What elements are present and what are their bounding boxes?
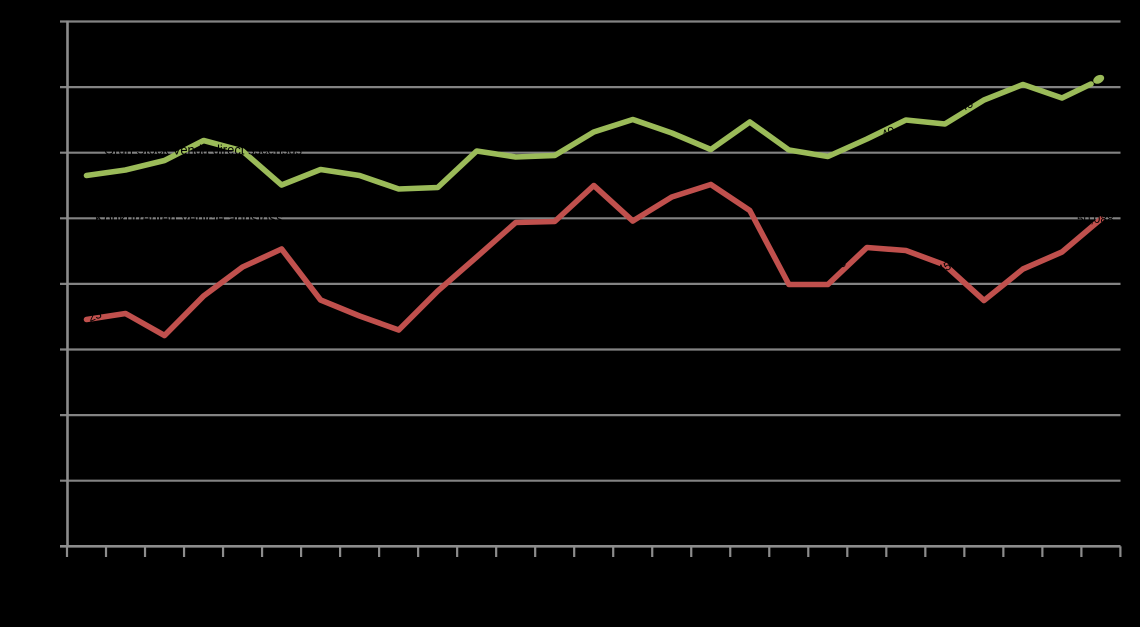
svg-text:40: 40 bbox=[957, 96, 975, 114]
svg-text:40: 40 bbox=[879, 123, 897, 141]
svg-text:Grun Stock Venda direct sscens: Grun Stock Venda direct sscensus bbox=[104, 142, 302, 158]
svg-text:45: 45 bbox=[935, 258, 953, 276]
svg-text:40: 40 bbox=[830, 255, 848, 273]
svg-text:Konkurrenten Vehlcle annstoss: Konkurrenten Vehlcle annstoss bbox=[95, 210, 283, 226]
svg-text:23: 23 bbox=[86, 307, 104, 325]
svg-text:50,088: 50,088 bbox=[1077, 212, 1114, 226]
